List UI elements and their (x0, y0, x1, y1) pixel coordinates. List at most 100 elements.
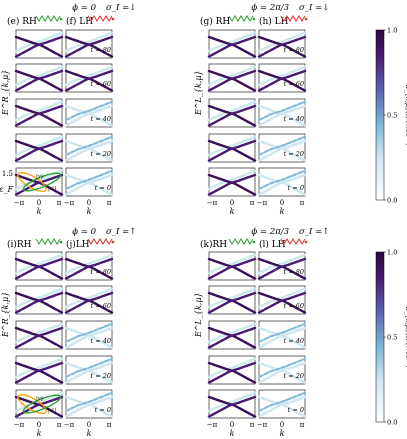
quadrant-top-right-lh-panel-1-band-dark-b (257, 69, 307, 92)
quadrant-top-right-xtick-1-2: π (300, 199, 305, 207)
quadrant-top-left-rh-label: (e) RH (7, 16, 37, 27)
colorbar-top-tick-label-1: 0.5 (387, 112, 397, 120)
quadrant-bottom-right-xtick-1-2: π (300, 421, 305, 429)
quadrant-bottom-right-rh-label: (k)RH (200, 239, 227, 250)
quadrant-top-right-lh-label: (h) LH (259, 16, 289, 27)
quadrant-bottom-right-xtick-1-0: −π (257, 421, 268, 429)
colorbar-bottom-tick-label-0: 1.0 (387, 249, 397, 257)
quadrant-top-right-xlabel-1: k (280, 207, 285, 216)
colorbar-bottom-label: w_{k,μ}(t) (×10⁻³) (404, 306, 407, 368)
quadrant-top-right-rh-panel-1-band-dark-b (207, 69, 257, 92)
quadrant-bottom-right-xlabel-0: k (230, 429, 235, 438)
quadrant-bottom-left-lh-panel-1-band-dark-a (64, 291, 114, 314)
quadrant-top-left-lh-wave-dot (111, 17, 115, 21)
quadrant-bottom-left-v-prime-highlight (17, 393, 47, 415)
quadrant-bottom-left-lh-panel-1-band-dark-b (64, 291, 114, 314)
quadrant-top-left-lh-panel-2-time-label: t = 40 (91, 115, 111, 123)
quadrant-top-right-xtick-0-0: −π (207, 199, 218, 207)
quadrant-bottom-left-header-sigma: σ_I =↑ (106, 227, 136, 237)
quadrant-bottom-left-rh-panel-2-band-dark-b (14, 326, 64, 349)
quadrant-bottom-right-lh-panel-1-band-dark-a (257, 291, 307, 314)
quadrant-bottom-right-lh-panel-4-band-light-1 (257, 395, 307, 418)
quadrant-bottom-left-lh-panel-2-band-light-0 (64, 326, 114, 349)
quadrant-bottom-right-lh-panel-0-band-dark-b (257, 257, 307, 280)
quadrant-top-left-lh-panel-1-time-label: t = 60 (91, 80, 111, 88)
quadrant-bottom-left-xtick-0-1: 0 (37, 421, 41, 429)
quadrant-top-right-rh-panel-4-band-dark-b (207, 173, 257, 196)
quadrant-top-left-rh-panel-2-band-dark-a (14, 104, 64, 127)
quadrant-bottom-left-xtick-1-1: 0 (87, 421, 91, 429)
quadrant-bottom-left-header-phi: ϕ = 0 (72, 227, 96, 237)
quadrant-bottom-left-lh-panel-3-band-light-1 (64, 361, 114, 384)
quadrant-top-right-lh-panel-0-band-dark-a (257, 35, 307, 58)
quadrant-top-right-xlabel-0: k (230, 207, 235, 216)
quadrant-bottom-right-lh-panel-2-band-light-1 (257, 326, 307, 349)
quadrant-bottom-right-xtick-0-0: −π (207, 421, 218, 429)
quadrant-bottom-right-xtick-0-1: 0 (230, 421, 234, 429)
quadrant-top-left-xtick-1-2: π (107, 199, 112, 207)
quadrant-top-right-rh-panel-3-band-dark-a (207, 139, 257, 162)
colorbar-top-label: w_{k,μ}(t) (×10⁻³) (404, 84, 407, 146)
quadrant-top-left-v-label: |v⟩ (36, 173, 43, 180)
quadrant-top-right-lh-panel-2-band-mid (258, 100, 306, 121)
quadrant-top-left-rh-panel-3-band-dark-a (14, 139, 64, 162)
quadrant-top-left-lh-panel-1-band-dark-a (64, 69, 114, 92)
quadrant-bottom-right-rh-panel-4-band-dark-a (207, 395, 257, 418)
quadrant-top-left-v-prime-highlight (17, 171, 47, 193)
quadrant-top-left-lh-panel-2-band-light-0 (64, 104, 114, 127)
quadrant-top-right-rh-panel-1-band-dark-a (207, 69, 257, 92)
quadrant-bottom-left-lh-panel-0-time-label: t = 80 (91, 268, 111, 276)
quadrant-bottom-right-lh-panel-2-time-label: t = 40 (284, 337, 304, 345)
quadrant-top-right-lh-panel-0-time-label: t = 80 (284, 46, 304, 54)
quadrant-top-right-xtick-1-0: −π (257, 199, 268, 207)
quadrant-bottom-right-lh-panel-0-band-dark-a (257, 257, 307, 280)
quadrant-bottom-right-rh-panel-2-band-dark-b (207, 326, 257, 349)
quadrant-bottom-left-lh-panel-0-band-dark-a (64, 257, 114, 280)
quadrant-top-left-lh-panel-4-band-light-0 (64, 173, 114, 196)
quadrant-bottom-left-lh-panel-4-band-light-1 (64, 395, 114, 418)
quadrant-bottom-right-rh-wave-dot (252, 240, 256, 244)
quadrant-top-left-lh-panel-0-band-dark-b (64, 35, 114, 58)
quadrant-bottom-left-xtick-0-2: π (57, 421, 62, 429)
quadrant-bottom-left-lh-panel-4-band-light-0 (64, 395, 114, 418)
quadrant-bottom-right-rh-panel-3-band-dark-b (207, 361, 257, 384)
colorbar-bottom-tick-label-1: 0.5 (387, 334, 397, 342)
quadrant-top-left-rh-panel-4-band-dark-a (14, 173, 64, 196)
quadrant-bottom-right-rh-panel-1-band-dark-a (207, 291, 257, 314)
quadrant-bottom-right-lh-panel-3-band-mid (258, 357, 306, 378)
quadrant-top-right-lh-panel-0-band-dark-b (257, 35, 307, 58)
quadrant-bottom-right-header-phi: ϕ = 2π/3 (251, 227, 289, 237)
quadrant-top-right-lh-panel-3-time-label: t = 20 (284, 150, 304, 158)
quadrant-top-right-header-phi: ϕ = 2π/3 (251, 3, 289, 13)
quadrant-bottom-left-rh-panel-0-band-dark-b (14, 257, 64, 280)
quadrant-top-left-rh-panel-1-band-dark-a (14, 69, 64, 92)
quadrant-top-right-lh-panel-3-band-mid (258, 135, 306, 156)
quadrant-top-right-lh-wave-dot (304, 17, 308, 21)
quadrant-top-right-rh-panel-2-band-dark-a (207, 104, 257, 127)
quadrant-bottom-right-ylabel: E^L_{k,μ} (194, 292, 203, 338)
quadrant-bottom-right-lh-panel-3-band-light-1 (257, 361, 307, 384)
quadrant-bottom-left-xtick-1-2: π (107, 421, 112, 429)
quadrant-top-left-lh-panel-1-band-dark-b (64, 69, 114, 92)
quadrant-bottom-right-lh-label: (l) LH (259, 239, 286, 250)
quadrant-bottom-left-ylabel: E^R_{k,μ} (1, 292, 10, 338)
quadrant-top-left-rh-panel-0-band-dark-b (14, 35, 64, 58)
quadrant-top-left-lh-panel-4-time-label: t = 0 (95, 184, 111, 192)
quadrant-top-left-rh-wave (35, 15, 61, 22)
quadrant-bottom-right-xlabel-1: k (280, 429, 285, 438)
quadrant-bottom-left-rh-panel-1-band-dark-b (14, 291, 64, 314)
quadrant-bottom-left-lh-panel-3-band-mid (65, 357, 113, 378)
quadrant-top-right-rh-wave (228, 15, 254, 22)
quadrant-bottom-left-lh-panel-4-time-label: t = 0 (95, 406, 111, 414)
quadrant-bottom-left-lh-wave (87, 238, 113, 245)
quadrant-bottom-left-rh-panel-2-band-dark-a (14, 326, 64, 349)
quadrant-top-left-lh-wave (87, 15, 113, 22)
quadrant-bottom-right-rh-panel-4-band-dark-b (207, 395, 257, 418)
quadrant-top-left-lh-panel-4-band-light-1 (64, 173, 114, 196)
quadrant-bottom-left-rh-panel-4-band-dark-a (14, 395, 64, 418)
quadrant-top-right-lh-panel-4-band-mid (258, 169, 306, 190)
quadrant-top-right-rh-wave-dot (252, 17, 256, 21)
quadrant-top-left-xlabel-0: k (37, 207, 42, 216)
quadrant-bottom-right-lh-panel-4-band-light-0 (257, 395, 307, 418)
quadrant-bottom-left-v-prime-label: |v'⟩ (48, 407, 57, 414)
